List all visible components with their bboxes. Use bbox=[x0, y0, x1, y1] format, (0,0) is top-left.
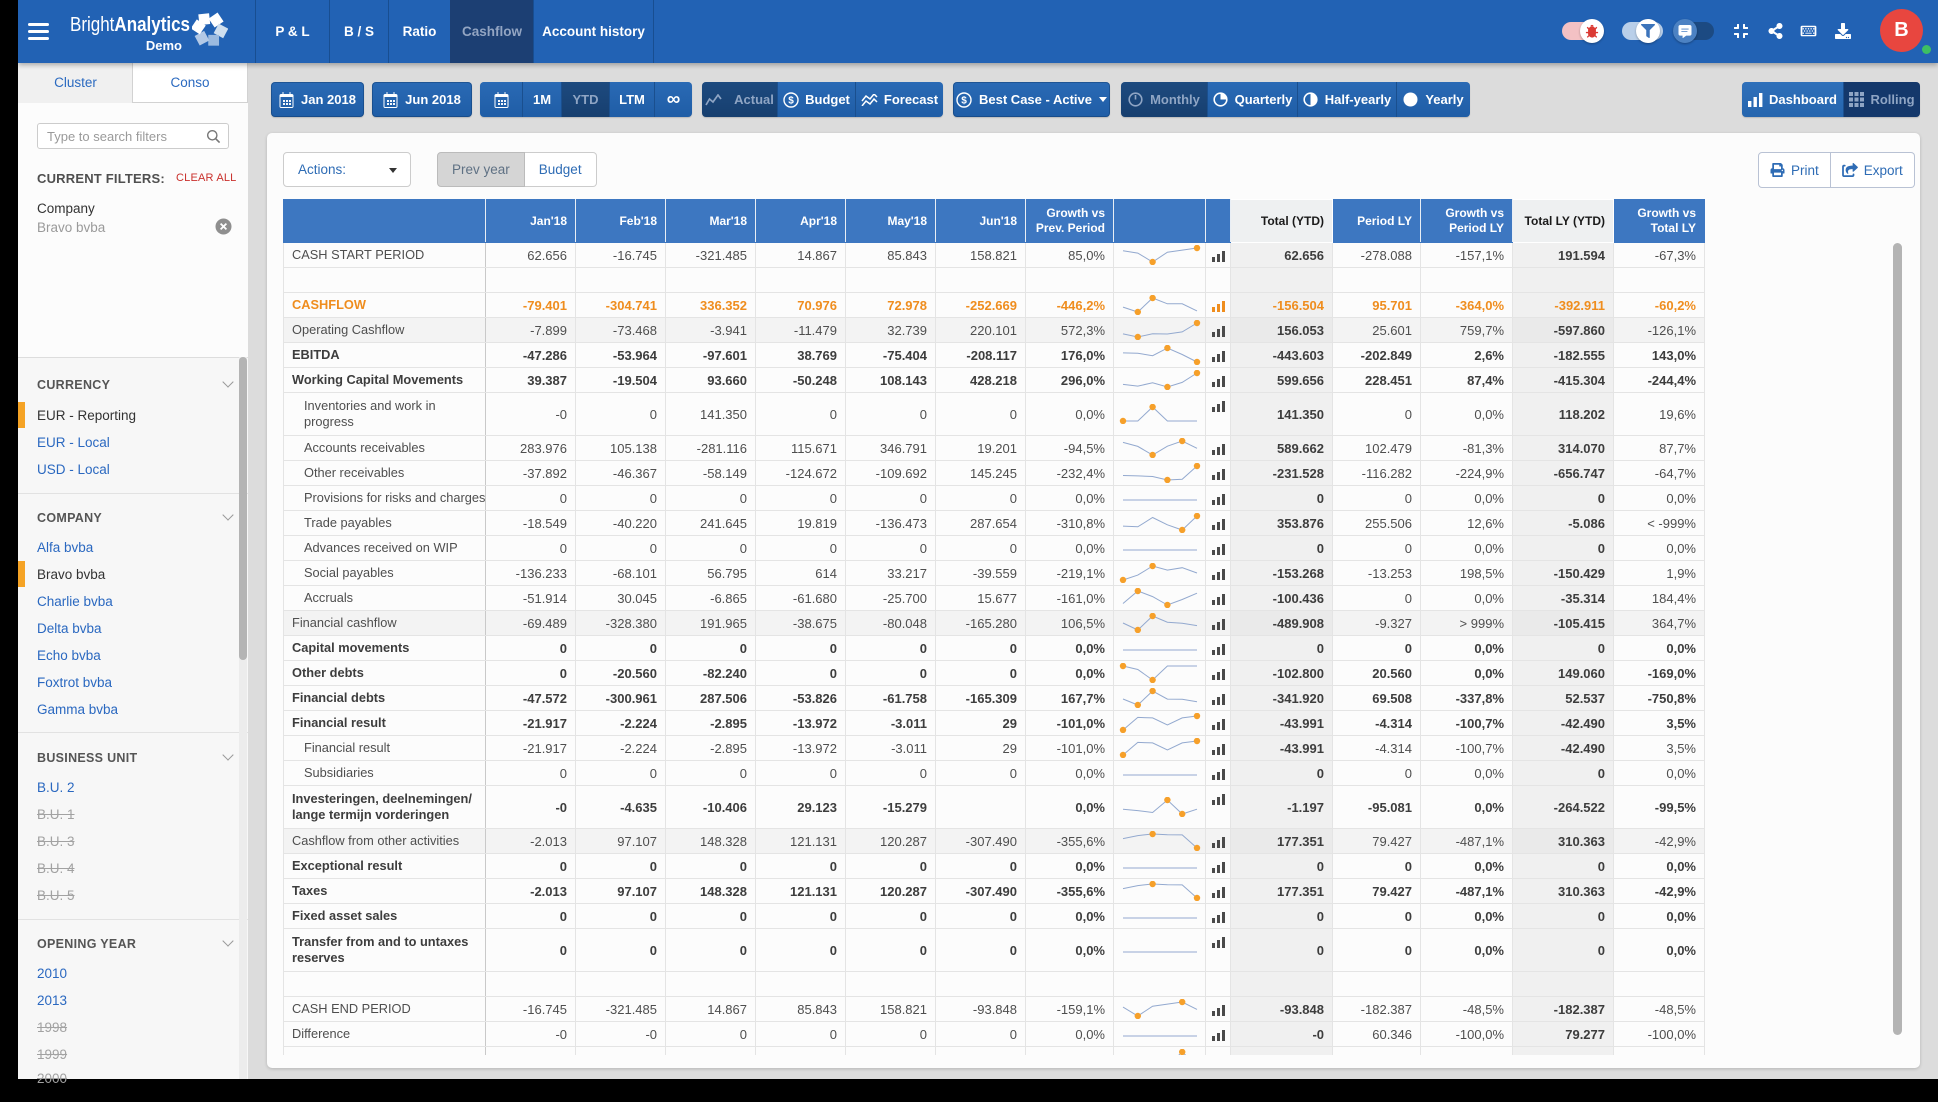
svg-text:$: $ bbox=[961, 95, 967, 106]
svg-text:$: $ bbox=[788, 95, 794, 106]
